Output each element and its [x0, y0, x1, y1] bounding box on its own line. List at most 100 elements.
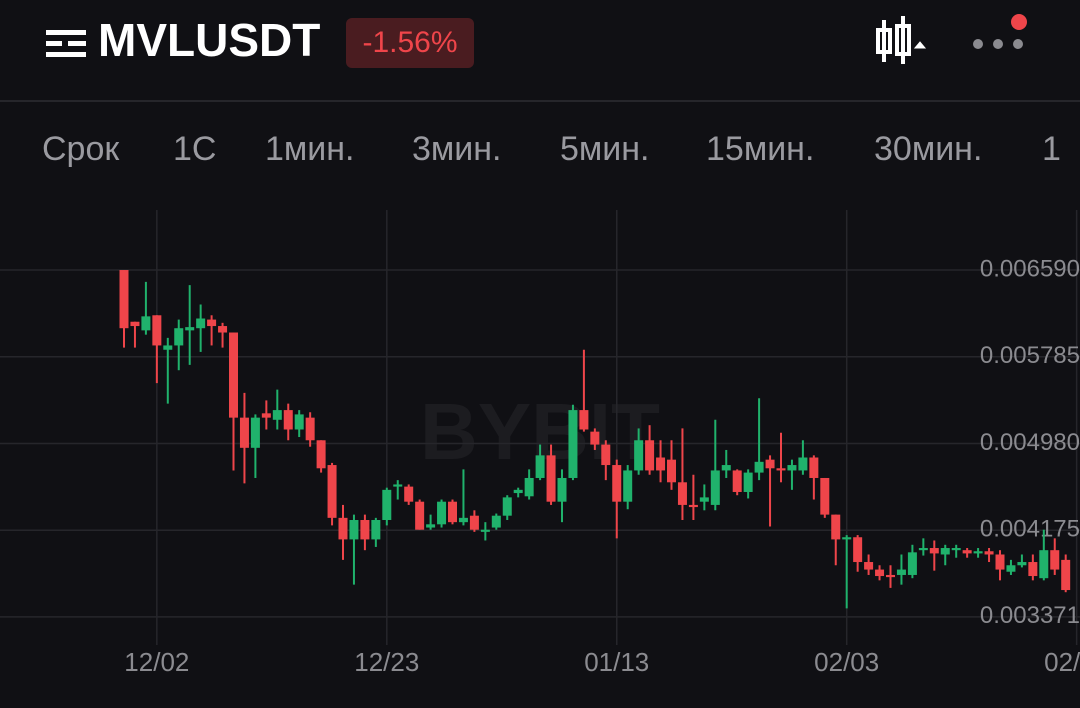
candle-body [261, 413, 271, 418]
candle-body [382, 489, 392, 521]
change-badge [346, 18, 474, 68]
candle-body [918, 548, 928, 551]
candle-body [437, 501, 447, 525]
timeframe-tab[interactable]: 5мин. [560, 130, 650, 168]
candle-body [272, 410, 282, 420]
candle-body [393, 484, 403, 487]
candle-body [535, 455, 545, 478]
candle-body [349, 520, 359, 540]
candle-body [864, 562, 874, 570]
candle-body [513, 489, 523, 494]
candle-body [820, 477, 830, 515]
candle-body [798, 457, 808, 471]
candle-body [710, 470, 720, 505]
candle-body [1039, 550, 1049, 579]
candle-body [568, 410, 578, 478]
timeframe-tab[interactable]: 15мин. [706, 130, 814, 168]
candle-body [677, 482, 687, 505]
candle-body [896, 569, 906, 575]
candle-body [458, 517, 468, 523]
candle-body [1061, 559, 1071, 591]
candle-body [546, 455, 556, 502]
candle-body [732, 470, 742, 492]
chart: BYBIT12/0212/2301/1302/0302/240.0065900.… [0, 210, 1080, 677]
candle-body [327, 465, 337, 518]
candle-body [699, 497, 709, 502]
timeframe-tab[interactable]: 1мин. [265, 130, 355, 168]
candle-body [754, 461, 764, 473]
dot [993, 39, 1003, 49]
candle-body [480, 529, 490, 532]
y-tick-label: 0.004980 [980, 429, 1080, 456]
candle-body [667, 459, 676, 483]
timeframe-tab[interactable]: 1 [1042, 130, 1061, 168]
candle-body [995, 554, 1005, 570]
x-tick-label: 02/24 [1044, 647, 1080, 677]
menu-icon[interactable] [46, 30, 86, 57]
candle-body [853, 537, 863, 563]
change: -1.56% [362, 26, 457, 59]
candle-body [875, 569, 885, 577]
candle-body [1028, 562, 1038, 577]
dot [1013, 39, 1023, 49]
candle-body [448, 501, 457, 523]
candle-body [283, 410, 293, 430]
chart-type-icon[interactable] [876, 16, 927, 64]
candle-body [491, 515, 501, 528]
y-tick-label: 0.004175 [980, 516, 1080, 543]
candle-body [1050, 550, 1060, 570]
candle-body [962, 550, 972, 554]
menu-bar [46, 41, 62, 46]
icon-rect [876, 28, 892, 54]
candle-body [940, 548, 950, 555]
candle-body [415, 501, 425, 530]
candle-body [163, 345, 173, 350]
candle-body [951, 548, 961, 551]
candle-body [842, 537, 852, 540]
candle-body [929, 548, 939, 554]
candle-body [130, 321, 140, 327]
candle-body [645, 440, 655, 471]
y-tick-label: 0.003371 [980, 602, 1080, 629]
candle-body [634, 440, 644, 471]
candle-body [185, 327, 195, 331]
candle-body [809, 457, 819, 478]
candle-body [765, 459, 775, 469]
menu-bar [46, 52, 86, 57]
candle-body [886, 574, 895, 578]
timeframe-tab[interactable]: 30мин. [874, 130, 982, 168]
candle-body [1006, 565, 1016, 572]
candle-body [656, 457, 666, 471]
candle-body [229, 332, 238, 418]
timeframe-tab[interactable]: 3мин. [412, 130, 502, 168]
candle-body [721, 465, 731, 471]
timeframe-tab[interactable]: Срок [42, 130, 120, 168]
candle-body [623, 470, 633, 502]
timeframe-tab[interactable]: 1С [173, 130, 216, 168]
candle-body [174, 328, 184, 346]
menu-bar [46, 30, 86, 35]
icon-rect [895, 24, 911, 56]
x-tick-label: 01/13 [584, 647, 649, 677]
menu-bar [68, 41, 86, 46]
candle-body [250, 417, 260, 448]
candle-body [426, 524, 436, 528]
candle-body [316, 440, 326, 469]
candle-body [776, 468, 786, 471]
candle-body [907, 552, 917, 575]
candle-body [119, 270, 129, 329]
candle-body [239, 417, 249, 448]
candle-body [787, 465, 797, 471]
candle-body [207, 319, 217, 327]
symbol[interactable]: MVLUSDT [98, 14, 320, 66]
candle-body [973, 551, 983, 554]
y-tick-label: 0.005785 [980, 342, 1080, 369]
candle-body [360, 520, 370, 540]
notification-dot [1011, 14, 1027, 30]
candle-body [152, 315, 162, 346]
candle-body [502, 497, 512, 516]
more-icon[interactable] [973, 14, 1027, 49]
